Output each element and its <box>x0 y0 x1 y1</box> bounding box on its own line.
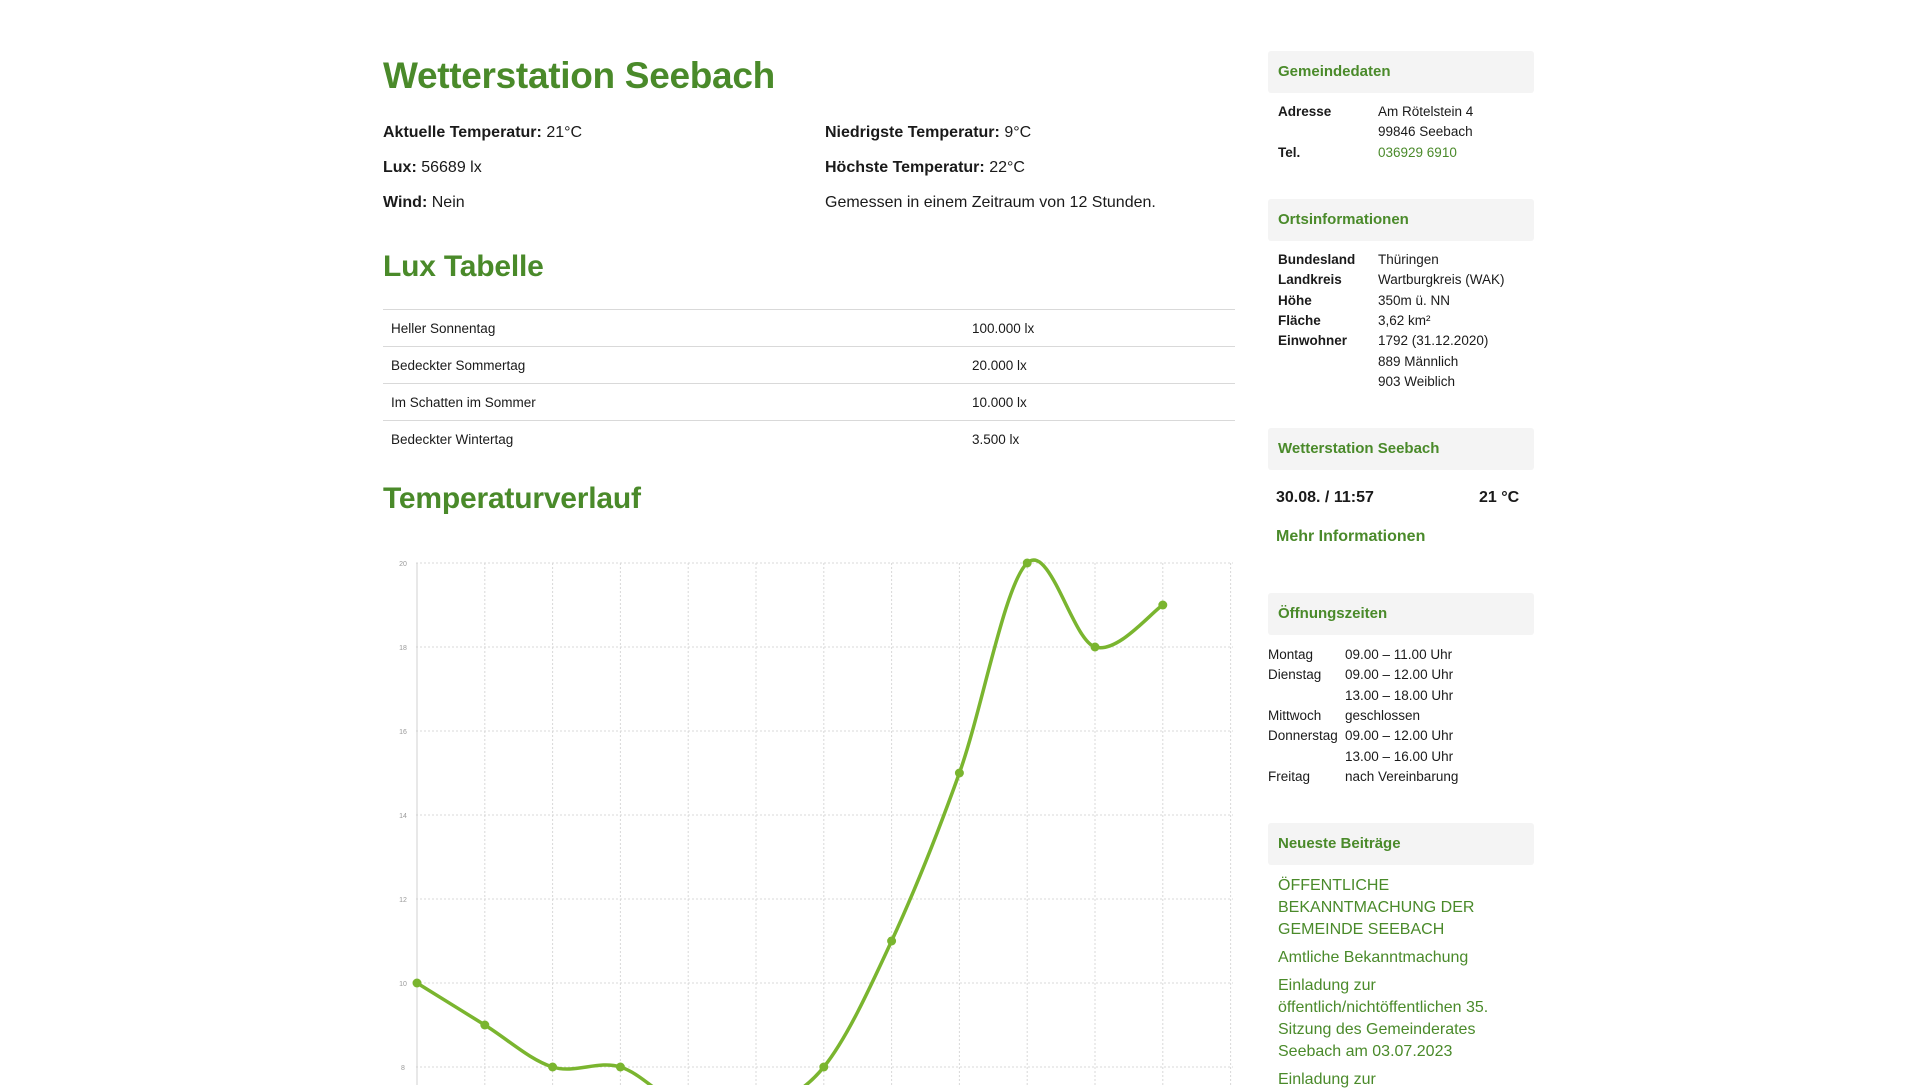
weather-temperature: 21 °C <box>1479 489 1520 506</box>
y-tick-label: 14 <box>399 813 407 820</box>
table-row: Bedeckter Wintertag 3.500 lx <box>383 420 1235 457</box>
current-temperature-value: 21°C <box>546 124 583 141</box>
info-label: Fläche <box>1278 312 1321 328</box>
y-tick-label: 12 <box>399 897 407 904</box>
opening-day: Freitag <box>1268 768 1311 784</box>
lux-reading: Lux: 56689 lx <box>383 159 482 177</box>
temperature-chart: 8 10 12 14 16 18 20 <box>383 545 1243 1091</box>
measurement-period-note: Gemessen in einem Zeitraum von 12 Stunde… <box>825 194 1156 211</box>
y-tick-label: 10 <box>399 981 407 988</box>
page-title: Wetterstation Seebach <box>383 55 775 96</box>
lux-row-value: 3.500 lx <box>964 420 1235 457</box>
max-temperature-label: Höchste Temperatur: <box>825 159 985 176</box>
info-value: 889 Männlich <box>1378 353 1459 369</box>
temperature-point <box>954 768 964 778</box>
y-tick-label: 8 <box>401 1065 405 1072</box>
opening-time: nach Vereinbarung <box>1345 768 1459 784</box>
y-tick-label: 16 <box>399 729 407 736</box>
max-temperature-value: 22°C <box>989 159 1025 176</box>
address-label: Adresse <box>1278 104 1332 119</box>
ortsinformationen-heading: Ortsinformationen <box>1268 199 1534 241</box>
opening-time: 13.00 – 18.00 Uhr <box>1345 687 1454 703</box>
opening-hours-heading: Öffnungszeiten <box>1268 593 1534 635</box>
temperature-point <box>819 1062 829 1072</box>
opening-time: 09.00 – 11.00 Uhr <box>1345 647 1453 662</box>
opening-time: 09.00 – 12.00 Uhr <box>1345 667 1454 683</box>
opening-day: Montag <box>1268 647 1314 662</box>
lux-row-label: Bedeckter Sommertag <box>383 346 964 384</box>
lux-row-label: Bedeckter Wintertag <box>383 420 964 457</box>
temperature-point <box>615 1062 625 1072</box>
more-information-link[interactable]: Mehr Informationen <box>1276 528 1426 545</box>
temperature-point <box>887 936 897 946</box>
info-value: 903 Weiblich <box>1378 373 1456 389</box>
opening-time: 13.00 – 16.00 Uhr <box>1345 748 1454 764</box>
latest-posts-heading: Neueste Beiträge <box>1268 823 1534 865</box>
lux-label: Lux: <box>383 159 417 176</box>
opening-day: Mittwoch <box>1268 707 1322 723</box>
info-value: 1792 (31.12.2020) <box>1378 333 1489 349</box>
info-value: Wartburgkreis (WAK) <box>1378 272 1505 288</box>
temperature-point <box>548 1062 558 1072</box>
post-link[interactable]: ÖFFENTLICHE BEKANNTMACHUNG DER GEMEINDE … <box>1278 877 1475 938</box>
info-value: 3,62 km² <box>1378 312 1431 328</box>
temperature-point <box>1158 600 1168 610</box>
weather-datetime: 30.08. / 11:57 <box>1276 489 1374 506</box>
address-line-1: Am Rötelstein 4 <box>1378 104 1474 119</box>
max-temperature: Höchste Temperatur: 22°C <box>825 159 1025 177</box>
current-temperature: Aktuelle Temperatur: 21°C <box>383 124 582 142</box>
min-temperature-label: Niedrigste Temperatur: <box>825 124 1000 141</box>
current-temperature-label: Aktuelle Temperatur: <box>383 124 542 141</box>
lux-value: 56689 lx <box>421 159 482 176</box>
weather-widget-heading: Wetterstation Seebach <box>1268 428 1534 470</box>
address-line-2: 99846 Seebach <box>1378 124 1473 140</box>
post-link[interactable]: Einladung zur <box>1278 1071 1376 1088</box>
info-value: Thüringen <box>1378 252 1439 267</box>
temperature-chart-svg: 8 10 12 14 16 18 20 <box>399 558 1233 1091</box>
lux-row-label: Im Schatten im Sommer <box>383 383 964 421</box>
info-label: Bundesland <box>1278 252 1356 267</box>
info-label: Landkreis <box>1278 272 1342 288</box>
temperature-point <box>480 1020 490 1030</box>
info-label: Einwohner <box>1278 333 1348 349</box>
phone-link[interactable]: 036929 6910 <box>1378 144 1457 160</box>
opening-time: 09.00 – 12.00 Uhr <box>1345 728 1454 744</box>
temperature-chart-title: Temperaturverlauf <box>383 482 641 515</box>
table-row: Heller Sonnentag 100.000 lx <box>383 309 1235 347</box>
phone-label: Tel. <box>1278 144 1301 160</box>
lux-row-label: Heller Sonnentag <box>383 309 964 347</box>
wind-value: Nein <box>431 194 465 211</box>
wind-label: Wind: <box>383 194 428 211</box>
min-temperature: Niedrigste Temperatur: 9°C <box>825 124 1031 142</box>
table-row: Bedeckter Sommertag 20.000 lx <box>383 346 1235 384</box>
opening-time: geschlossen <box>1345 707 1421 723</box>
temperature-line <box>416 558 1164 1091</box>
lux-row-value: 10.000 lx <box>964 383 1235 421</box>
post-link[interactable]: Einladung zur öffentlich/nichtöffentlich… <box>1278 977 1489 1060</box>
min-temperature-value: 9°C <box>1004 124 1032 141</box>
lux-row-value: 100.000 lx <box>964 309 1235 347</box>
y-tick-label: 20 <box>399 561 407 568</box>
lux-row-value: 20.000 lx <box>964 346 1235 384</box>
temperature-point <box>412 978 422 988</box>
y-tick-label: 18 <box>399 645 407 652</box>
lux-table: Heller Sonnentag 100.000 lx Bedeckter So… <box>383 309 1235 457</box>
temperature-point <box>1022 558 1032 568</box>
opening-day: Donnerstag <box>1268 728 1338 744</box>
info-label: Höhe <box>1278 292 1312 308</box>
lux-table-title: Lux Tabelle <box>383 250 544 283</box>
gemeindedaten-heading: Gemeindedaten <box>1268 51 1534 93</box>
post-link[interactable]: Amtliche Bekanntmachung <box>1278 949 1469 966</box>
table-row: Im Schatten im Sommer 10.000 lx <box>383 383 1235 421</box>
info-value: 350m ü. NN <box>1378 292 1451 308</box>
temperature-point <box>1090 642 1100 652</box>
wind-reading: Wind: Nein <box>383 194 465 212</box>
opening-day: Dienstag <box>1268 667 1322 683</box>
